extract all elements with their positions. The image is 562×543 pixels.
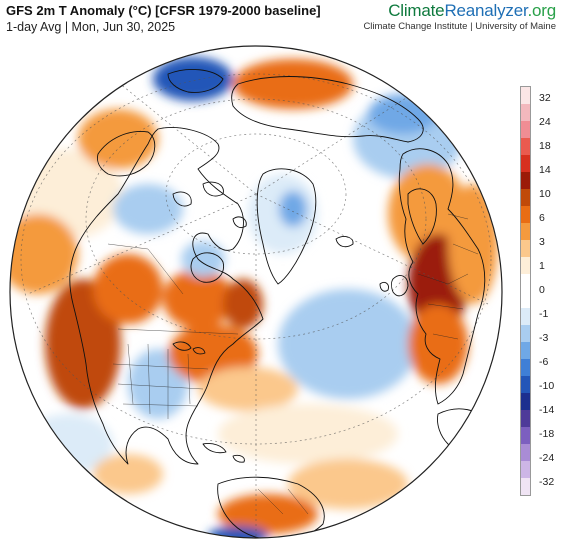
color-scale-label: 10: [539, 188, 551, 200]
anomaly-field-siberia-warm: [233, 59, 353, 109]
color-scale-label: 1: [539, 260, 545, 272]
color-scale-swatch: [521, 444, 530, 461]
color-scale-swatch: [521, 274, 530, 291]
coastlines: [69, 68, 498, 538]
color-scale-label: -3: [539, 332, 549, 344]
color-scale-swatch: [521, 410, 530, 427]
graticule: [20, 73, 492, 538]
color-scale-label: 14: [539, 164, 551, 176]
political-borders: [107, 213, 479, 515]
color-scale-swatch: [521, 189, 530, 206]
anomaly-field-greenland-cold: [279, 191, 307, 227]
color-scale-swatch: [521, 342, 530, 359]
color-scale-swatch: [521, 206, 530, 223]
brand-name: ClimateReanalyzer.org: [363, 1, 556, 21]
map-subtitle: 1-day Avg | Mon, Jun 30, 2025: [6, 20, 176, 34]
anomaly-field-taymyr-cold: [368, 94, 438, 134]
anomaly-field-eastern-europe: [448, 184, 498, 304]
color-scale-swatch: [521, 172, 530, 189]
color-scale-swatch: [521, 478, 530, 495]
map-title: GFS 2m T Anomaly (°C) [CFSR 1979-2000 ba…: [6, 3, 321, 18]
color-scale-label: -1: [539, 308, 549, 320]
brand-name-part2: Reanalyzer: [444, 1, 528, 20]
color-scale-label: 0: [539, 284, 545, 296]
anomaly-field-south-cold: [208, 526, 268, 538]
color-scale-swatch: [521, 240, 530, 257]
color-scale-label: 6: [539, 212, 545, 224]
color-scale-swatch: [521, 427, 530, 444]
anomaly-field-canada-west: [93, 254, 163, 324]
anomaly-field-tropical-atlantic: [288, 459, 408, 509]
color-scale-label: -24: [539, 452, 555, 464]
color-scale-swatch: [521, 87, 530, 104]
color-scale-label: 32: [539, 92, 551, 104]
globe-outline: [9, 45, 503, 539]
anomaly-field-central-america: [93, 454, 163, 494]
color-scale-label: 3: [539, 236, 545, 248]
color-scale-label: -18: [539, 428, 555, 440]
color-scale-swatch: [521, 138, 530, 155]
anomaly-field-south-america-warm: [218, 494, 318, 534]
anomaly-field-pacific-warm: [10, 214, 78, 294]
anomaly-field-gulfstream-warm: [198, 367, 298, 411]
color-scale-label: 18: [539, 140, 551, 152]
color-scale-legend: 32 24 18 14 10 6 3 1 0 -1 -3 -6 -10 -14 -18 -24 -32: [520, 86, 560, 496]
color-scale-swatch: [521, 104, 530, 121]
brand-name-part1: Climate: [388, 1, 445, 20]
color-scale-swatch: [521, 376, 530, 393]
anomaly-field-hudson-cool: [181, 241, 225, 277]
color-scale-label: -14: [539, 404, 555, 416]
anomaly-field-chukotka-cold: [153, 57, 233, 101]
anomaly-field-iberia-warm: [408, 304, 468, 384]
color-scale-swatch: [521, 291, 530, 308]
anomaly-field-subtropical-atlantic: [218, 404, 398, 464]
color-scale-swatch: [521, 155, 530, 172]
anomaly-globe-map: [9, 45, 503, 539]
brand-subline: Climate Change Institute | University of…: [363, 21, 556, 32]
color-scale-swatch: [521, 461, 530, 478]
anomaly-field-alaska-warm: [78, 109, 158, 169]
color-scale-swatch: [521, 359, 530, 376]
color-scale-label: -6: [539, 356, 549, 368]
anomaly-field-quebec-warm: [163, 269, 233, 329]
color-scale-label: -32: [539, 476, 555, 488]
anomaly-field-north-atlantic-cool: [278, 289, 418, 399]
color-scale-swatch: [521, 393, 530, 410]
brand-logo[interactable]: ClimateReanalyzer.org Climate Change Ins…: [363, 1, 556, 33]
color-scale-swatch: [521, 308, 530, 325]
color-scale-bar: [520, 86, 531, 496]
color-scale-label: -10: [539, 380, 555, 392]
color-scale-swatch: [521, 223, 530, 240]
brand-name-part3: .org: [527, 1, 557, 20]
anomaly-field-labrador-hot: [223, 279, 263, 329]
color-scale-swatch: [521, 325, 530, 342]
color-scale-label: 24: [539, 116, 551, 128]
anomaly-field-yukon-cool: [113, 184, 183, 234]
color-scale-swatch: [521, 257, 530, 274]
color-scale-swatch: [521, 121, 530, 138]
